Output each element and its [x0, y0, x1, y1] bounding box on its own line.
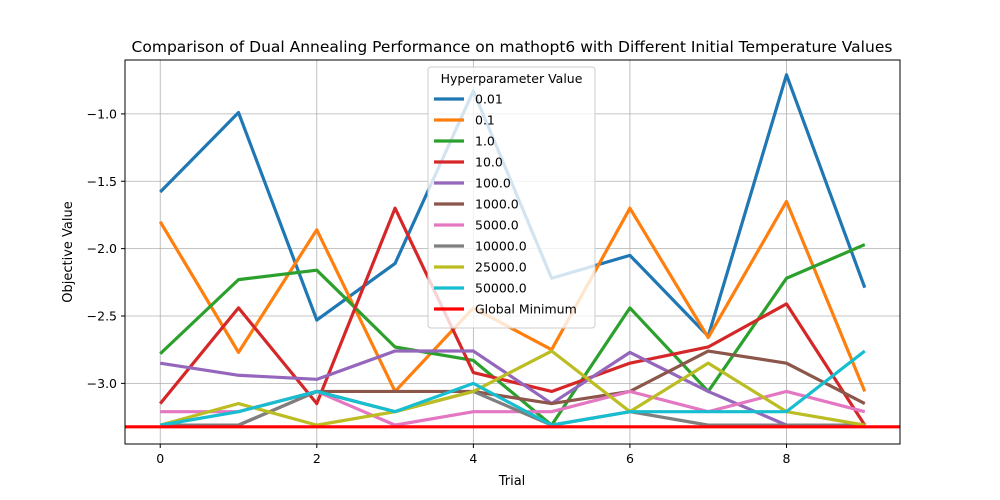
legend-entry-label: 1.0	[475, 134, 495, 149]
y-axis-label: Objective Value	[61, 201, 76, 302]
legend-entry-label: 0.1	[475, 113, 495, 128]
legend-entry-label: 1000.0	[475, 197, 519, 212]
series-line-0-1	[158, 199, 867, 394]
x-tick-label: 2	[313, 451, 321, 466]
y-tick-label: −1.0	[87, 106, 117, 121]
x-tick-label: 4	[469, 451, 477, 466]
plot-frame	[124, 59, 901, 445]
axis-ticks: 0 2 4 6 8 −3.0 −2.5 −2.0 −1.5 −1.0	[87, 106, 791, 466]
legend: Hyperparameter Value 0.01 0.1 1.0 10.0 100.0 1…	[427, 66, 596, 329]
series-lines	[125, 73, 900, 429]
legend-entry-label: 10000.0	[475, 239, 527, 254]
legend-entry-label: Global Minimum	[475, 302, 577, 317]
y-tick-label: −2.5	[87, 309, 117, 324]
x-tick-label: 0	[156, 451, 164, 466]
legend-entry-label: 5000.0	[475, 218, 519, 233]
legend-box	[427, 66, 596, 329]
legend-entry-label: 0.01	[475, 92, 503, 107]
y-tick-label: −1.5	[87, 174, 117, 189]
series-line-1-0	[159, 243, 866, 427]
chart-title: Comparison of Dual Annealing Performance…	[132, 38, 893, 56]
legend-entry-label: 100.0	[475, 176, 511, 191]
legend-entry-label: 10.0	[475, 155, 503, 170]
y-tick-label: −3.0	[87, 376, 117, 391]
series-line-50000-0	[159, 349, 866, 427]
series-line-100-0	[159, 349, 865, 427]
series-line-10000-0	[160, 389, 865, 427]
series-line-25000-0	[159, 349, 866, 427]
legend-entry-label: 25000.0	[475, 260, 527, 275]
x-axis-label: Trial	[498, 474, 526, 489]
legend-entry-label: 50000.0	[475, 281, 527, 296]
legend-title: Hyperparameter Value	[441, 71, 583, 86]
x-tick-label: 8	[783, 451, 791, 466]
x-tick-label: 6	[626, 451, 634, 466]
y-tick-label: −2.0	[87, 241, 117, 256]
series-line-10-0	[158, 206, 867, 427]
